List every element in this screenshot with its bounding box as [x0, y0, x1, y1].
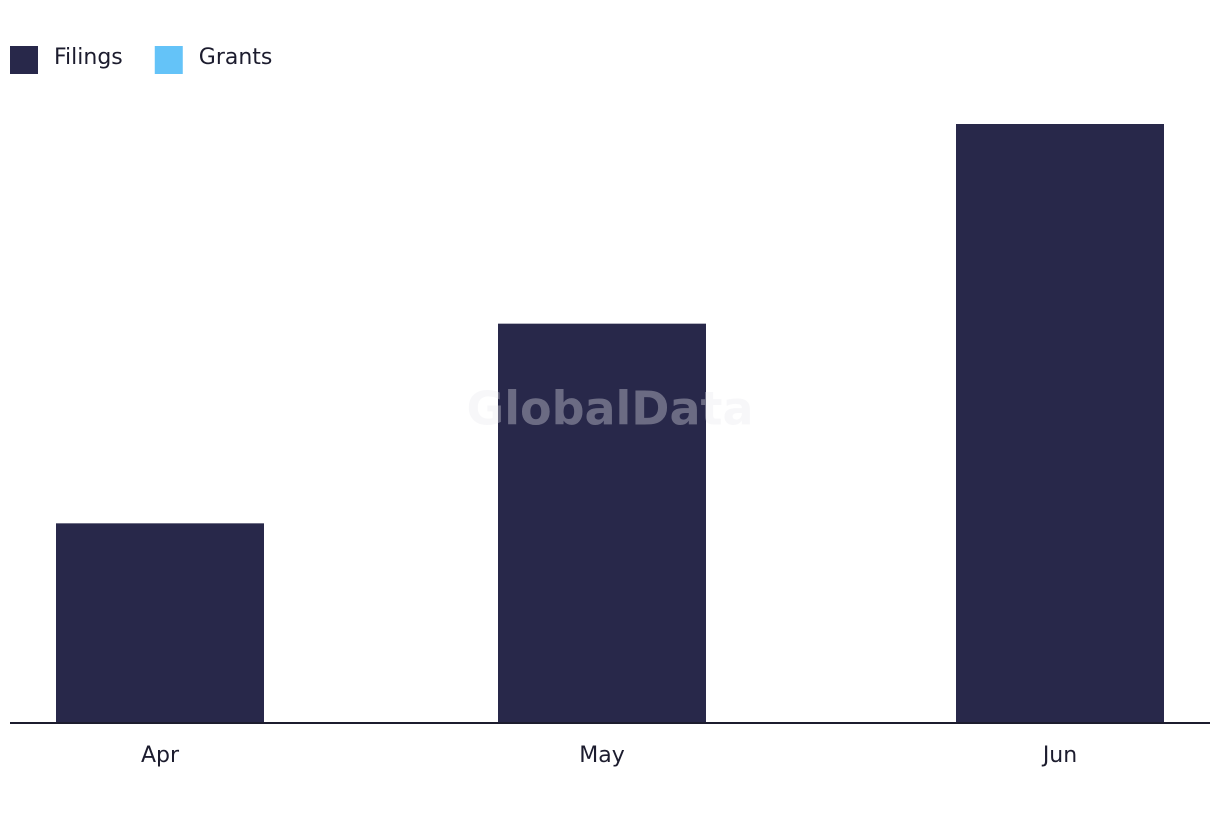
x-tick-label: Jun — [1041, 743, 1077, 768]
bar — [498, 323, 706, 723]
bar — [956, 124, 1164, 723]
watermark: GlobalData — [466, 382, 753, 436]
legend-label: Grants — [199, 45, 273, 70]
legend-swatch — [154, 46, 183, 74]
x-tick-label: Apr — [141, 743, 180, 768]
legend-label: Filings — [54, 45, 123, 70]
x-tick-label: May — [579, 743, 624, 768]
bar — [56, 523, 264, 723]
legend-swatch — [10, 46, 38, 74]
